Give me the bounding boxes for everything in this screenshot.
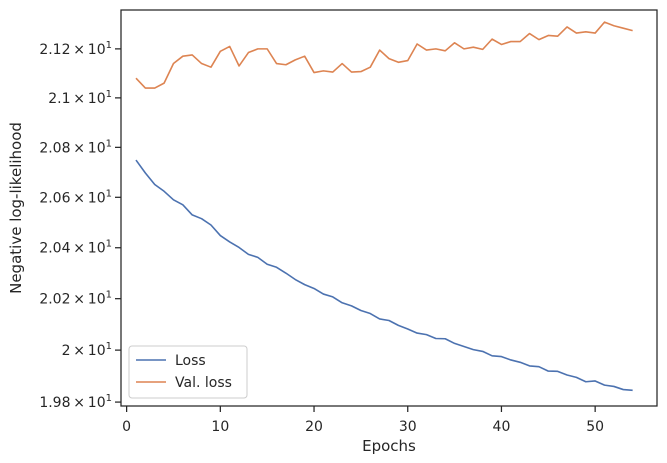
y-tick-label: 2.08 × 101 [39,138,112,156]
legend-label: Loss [175,353,206,369]
y-axis-ticks: 1.98 × 101 2 × 101 2.02 × 101 2.04 × 101 2.0… [39,40,121,411]
x-tick-label: 30 [399,419,417,435]
x-tick-label: 10 [211,419,229,435]
plot-lines [135,21,633,392]
legend-box [128,345,248,399]
y-tick-label: 2.1 × 101 [48,89,112,107]
y-tick-label: 2.12 × 101 [39,40,112,58]
x-axis-ticks: 0 10 20 30 40 50 [122,406,604,435]
y-tick-label: 1.98 × 101 [39,393,112,411]
y-tick-label: 2.02 × 101 [39,290,112,308]
plot-frame [120,9,658,407]
x-tick-label: 20 [305,419,323,435]
y-tick-label: 2.06 × 101 [39,188,112,206]
x-axis-title: Epochs [362,437,416,455]
series-line-1 [135,159,633,392]
x-tick-label: 0 [122,419,131,435]
series-line-2 [135,21,633,89]
legend-label: Val. loss [175,375,232,391]
y-axis-title: Negative log-likelihood [7,122,25,294]
x-tick-label: 50 [586,419,604,435]
y-tick-label: 2.04 × 101 [39,239,112,257]
y-tick-label: 2 × 101 [62,341,112,359]
x-tick-label: 40 [493,419,511,435]
legend: Loss Val. loss [128,345,248,399]
